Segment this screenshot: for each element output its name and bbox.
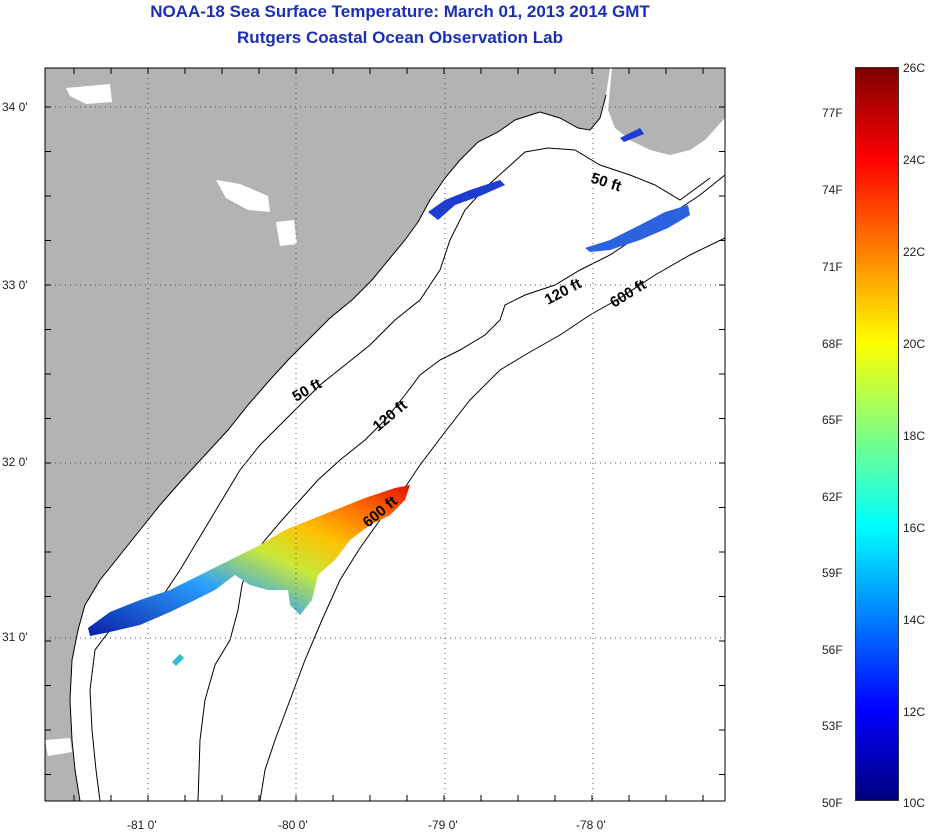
cloud-patch (216, 180, 270, 212)
colorbar-f-label: 68F (822, 337, 843, 351)
lat-label: 33 0' (2, 278, 28, 292)
colorbar-f-label: 65F (822, 413, 843, 427)
sst-swath-main (88, 485, 410, 636)
colorbar-f-label: 50F (822, 796, 843, 810)
cloud-patch (45, 738, 72, 756)
sst-patch-north (428, 180, 505, 220)
map-frame (44, 67, 726, 802)
lon-label: -78 0' (576, 818, 606, 832)
lat-lon-grid (45, 68, 725, 801)
axis-ticks (45, 68, 725, 801)
colorbar-c-label: 12C (903, 705, 926, 719)
colorbar-f-label: 56F (822, 643, 843, 657)
colorbar-c-label: 26C (903, 61, 926, 75)
lon-label: -79 0' (428, 818, 458, 832)
colorbar-c-label: 24C (903, 153, 926, 167)
lon-label: -81 0' (127, 818, 157, 832)
cloud-patch (276, 220, 297, 246)
colorbar (855, 67, 899, 801)
map-title: NOAA-18 Sea Surface Temperature: March 0… (150, 2, 650, 21)
colorbar-c-label: 18C (903, 429, 926, 443)
lat-label: 31 0' (2, 630, 28, 644)
contour-120ft (197, 174, 725, 801)
colorbar-f-label: 62F (822, 490, 843, 504)
colorbar-c-label: 16C (903, 521, 926, 535)
colorbar-c-label: 22C (903, 245, 926, 259)
colorbar-c-label: 14C (903, 613, 926, 627)
lat-label: 32 0' (2, 455, 28, 469)
lat-label: 34 0' (2, 100, 28, 114)
sst-patch-ne (585, 205, 690, 252)
cloud-patch (66, 84, 112, 104)
colorbar-f-label: 59F (822, 566, 843, 580)
sst-patch-small (172, 654, 184, 666)
colorbar-f-label: 74F (822, 183, 843, 197)
land-mass (45, 68, 610, 801)
colorbar-f-label: 53F (822, 719, 843, 733)
sst-patch-cape (620, 128, 644, 142)
map-subtitle: Rutgers Coastal Ocean Observation Lab (237, 28, 563, 47)
lon-label: -80 0' (278, 818, 308, 832)
colorbar-f-label: 77F (822, 106, 843, 120)
colorbar-c-label: 10C (903, 796, 926, 810)
contour-600ft (259, 237, 725, 801)
coastline (69, 94, 607, 801)
colorbar-c-label: 20C (903, 337, 926, 351)
colorbar-f-label: 71F (822, 260, 843, 274)
